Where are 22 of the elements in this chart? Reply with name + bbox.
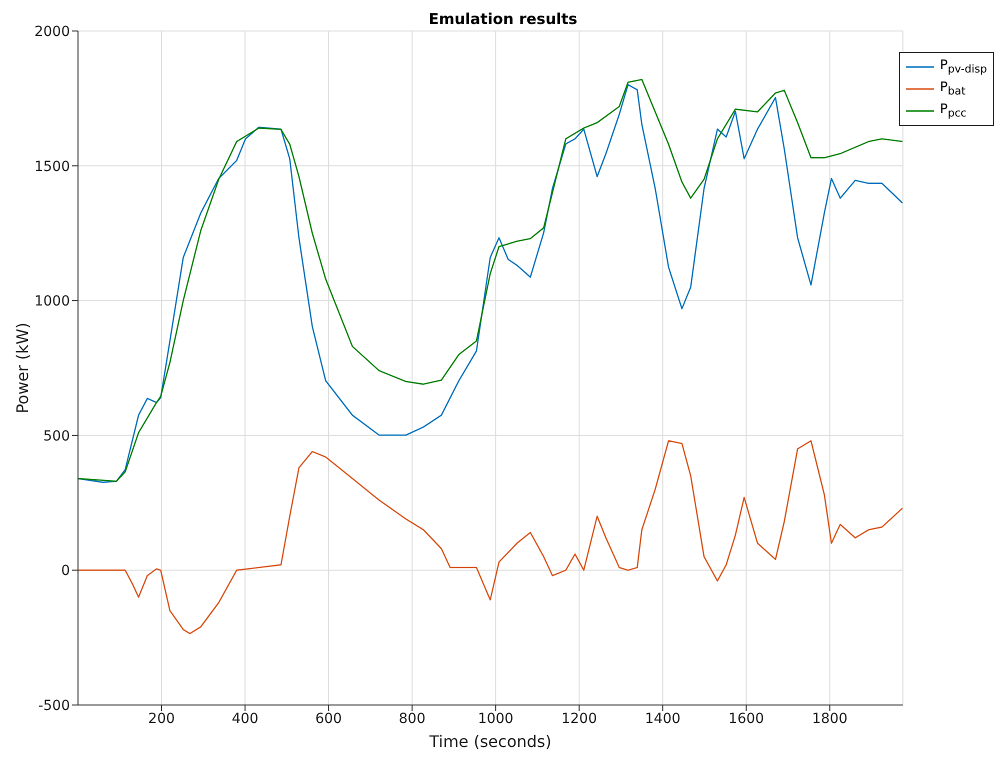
x-tick-label: 200 [148, 710, 175, 727]
x-tick-label: 1600 [728, 710, 764, 727]
x-tick-label: 600 [315, 710, 342, 727]
y-tick-label: 0 [61, 563, 70, 580]
y-axis-title: Power (kW) [13, 322, 32, 414]
legend-label: P$_{pv-disp}$ [940, 58, 987, 76]
legend-label: P$_{pcc}$ [940, 102, 966, 120]
x-tick-label: 1400 [644, 710, 681, 727]
y-tick-label: 2000 [34, 24, 70, 40]
y-tick-label: -500 [38, 698, 70, 714]
y-tick-label: 1000 [34, 294, 70, 310]
chart-title: Emulation results [428, 10, 578, 28]
x-axis-title: Time (seconds) [428, 732, 552, 751]
x-tick-label: 400 [232, 710, 258, 727]
y-tick-label: 500 [43, 428, 70, 444]
line-series [78, 440, 903, 634]
legend-label: P$_{bat}$ [940, 80, 966, 98]
x-tick-label: 1000 [478, 710, 514, 727]
x-tick-label: 1200 [561, 710, 597, 727]
x-tick-label: 800 [398, 710, 426, 727]
y-tick-label: 1500 [34, 158, 70, 175]
x-tick-label: 1800 [812, 710, 848, 727]
